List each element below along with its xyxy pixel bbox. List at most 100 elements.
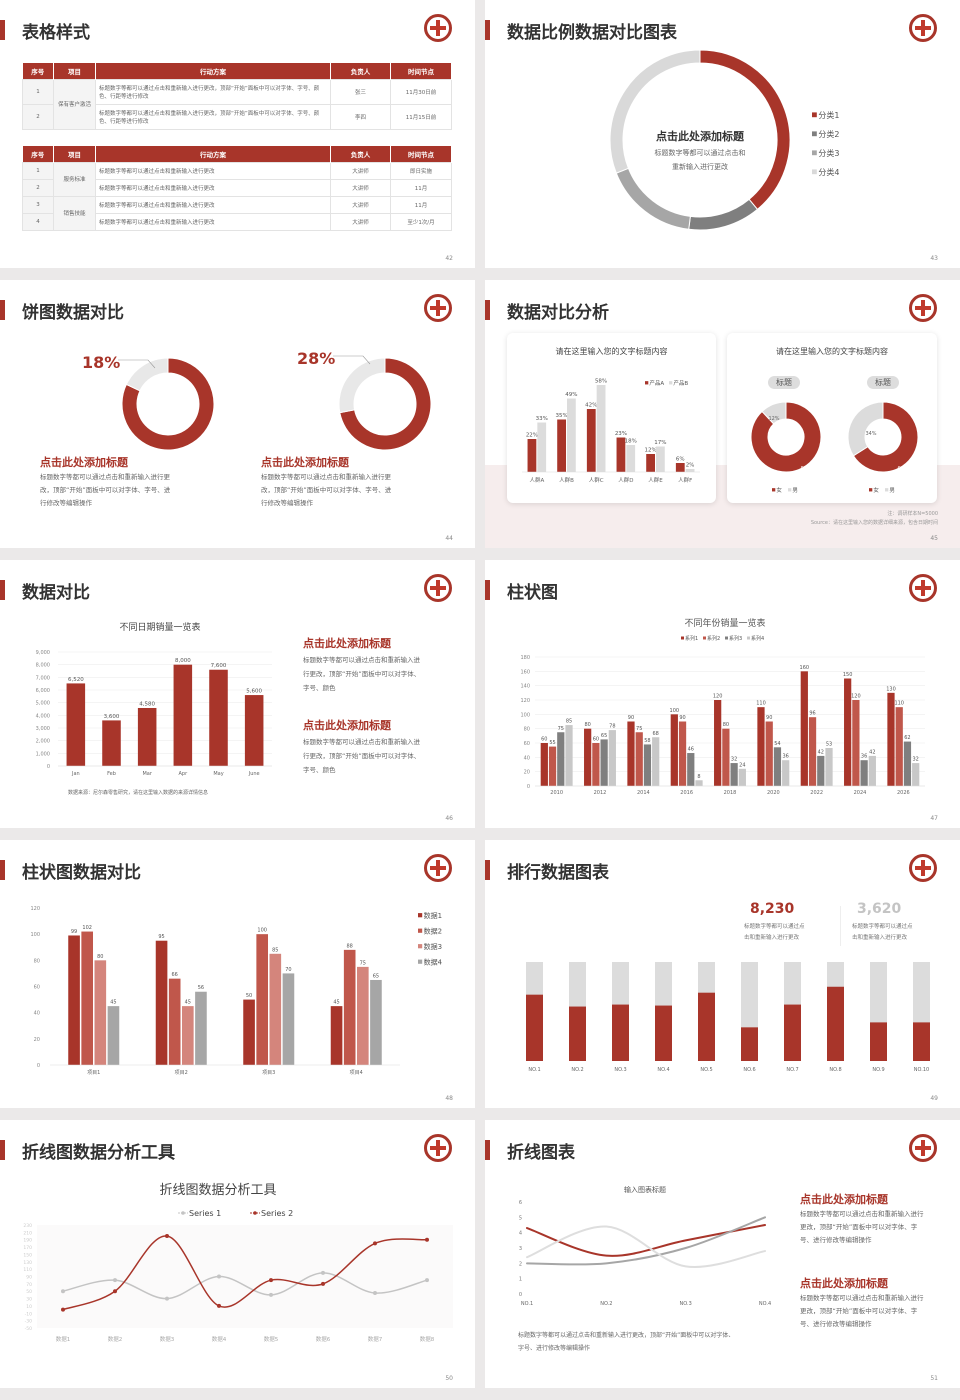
bar bbox=[698, 992, 715, 1061]
x-tick-label: NO.2 bbox=[571, 1067, 583, 1073]
stat-text: 击和重新输入进行更改 bbox=[744, 935, 800, 941]
slide-title: 柱状图数据对比 bbox=[22, 863, 141, 883]
x-tick-label: 数据5 bbox=[264, 1335, 279, 1343]
slide-49[interactable]: 排行数据图表 8,230 标题数字等都可以通过点 击和重新输入进行更改 3,62… bbox=[485, 840, 960, 1108]
slide-46[interactable]: 数据对比 不同日期销量一览表 0 1,000 2,000 3,000 4,000 5,00… bbox=[0, 560, 475, 828]
data-label: 120 bbox=[851, 694, 861, 700]
data-label: 45 bbox=[185, 1000, 191, 1006]
page-number: 45 bbox=[930, 535, 938, 542]
page-number: 42 bbox=[445, 255, 453, 262]
source-note: Source：请在这里输入您的数据详细来源，包含日期时间 bbox=[810, 520, 938, 526]
data-label: 90 bbox=[679, 715, 685, 721]
x-tick-label: 人群D bbox=[618, 476, 633, 484]
bar bbox=[800, 671, 808, 786]
card-title: 请在这里输入您的文字标题内容 bbox=[555, 347, 668, 356]
logo-icon bbox=[424, 574, 452, 602]
table-row: 2 标题数字等都可以通过点击和重新输入进行更改 大讲师 11月 bbox=[22, 178, 452, 197]
y-tick-label: 130 bbox=[23, 1260, 32, 1266]
data-label: 23% bbox=[615, 431, 627, 437]
data-label: 36 bbox=[782, 754, 788, 760]
data-label: 2% bbox=[686, 463, 695, 469]
slide-48[interactable]: 柱状图数据对比 0 20 40 60 80 100 120 99 102 80 45 项目1 95 66 4… bbox=[0, 840, 475, 1108]
cell-no: 1 bbox=[22, 161, 54, 180]
page-number: 47 bbox=[930, 815, 938, 822]
data-label: 6,520 bbox=[68, 677, 84, 683]
data-label: 100 bbox=[670, 708, 680, 714]
slide-45[interactable]: 数据对比分析 请在这里输入您的文字标题内容 请在这里输入您的文字标题内容 标题 … bbox=[485, 280, 960, 548]
y-tick-label: 40 bbox=[34, 1011, 40, 1017]
data-label: 96 bbox=[809, 711, 815, 717]
leader-line bbox=[118, 359, 156, 369]
bar bbox=[652, 737, 660, 786]
cell-plan: 标题数字等都可以通过点击和重新输入进行更改，顶部“开始”面板中可以对字体、字号、… bbox=[95, 78, 331, 105]
data-label: 22% bbox=[526, 433, 538, 439]
table-row: 4 标题数字等都可以通过点击和重新输入进行更改 大讲师 至少1次/月 bbox=[22, 212, 452, 231]
cell-no: 1 bbox=[22, 78, 54, 105]
y-tick-label: 8,000 bbox=[36, 663, 50, 669]
legend-label: Series 2 bbox=[261, 1209, 293, 1218]
bar bbox=[870, 1022, 887, 1061]
x-tick-label: 项目3 bbox=[262, 1070, 275, 1076]
slide-50[interactable]: 折线图数据分析工具 折线图数据分析工具 -50 -30 -10 10 30 50 70 90 1… bbox=[0, 1120, 475, 1388]
x-tick-label: 数据6 bbox=[316, 1335, 331, 1343]
y-tick-label: 5,000 bbox=[36, 701, 50, 707]
legend-label: 系列1 bbox=[685, 635, 698, 642]
action-table-2: 序号 项目 行动方案 负责人 时间节点 1 服务标准 标题数字等都可以通过点击和重新输入进行… bbox=[22, 146, 452, 231]
data-label: 53 bbox=[826, 742, 832, 748]
bar bbox=[243, 999, 255, 1065]
block-text: 行修改等编辑操作 bbox=[261, 499, 313, 507]
header-cell: 项目 bbox=[53, 146, 96, 162]
bar bbox=[675, 463, 685, 472]
block-text: 行更改，顶部“开始”面板中可以对字体、 bbox=[303, 670, 421, 678]
percent-label: 18% bbox=[82, 353, 120, 372]
bar bbox=[825, 748, 833, 786]
bar bbox=[887, 692, 895, 786]
slide-44[interactable]: 饼图数据对比 18% 28% 点击此处添加标题 标题数字等都可以通过点击和重新输入… bbox=[0, 280, 475, 548]
data-label: 120 bbox=[713, 694, 723, 700]
legend-swatch bbox=[812, 131, 817, 137]
y-tick-label: 4,000 bbox=[36, 713, 50, 719]
bar bbox=[586, 409, 596, 472]
slide-42[interactable]: 表格样式 序号 项目 行动方案 负责人 时间节点 1 保有客户激活 标题数字等都可以通过点击… bbox=[0, 0, 475, 268]
data-point bbox=[217, 1303, 221, 1308]
block-heading: 点击此处添加标题 bbox=[303, 719, 391, 732]
legend-swatch bbox=[418, 913, 423, 918]
y-tick-label: 5 bbox=[519, 1215, 522, 1221]
data-label: 90 bbox=[628, 715, 634, 721]
card-title: 请在这里输入您的文字标题内容 bbox=[776, 347, 888, 356]
legend-swatch bbox=[812, 169, 817, 175]
x-tick-label: 2014 bbox=[637, 790, 650, 796]
slice-label: 34% bbox=[865, 431, 876, 437]
data-label: 95 bbox=[158, 934, 164, 940]
legend-swatch bbox=[869, 488, 873, 492]
legend-swatch bbox=[812, 150, 817, 156]
y-tick-label: -50 bbox=[25, 1326, 32, 1332]
block-text: 号、进行修改等编辑操作 bbox=[800, 1236, 872, 1244]
data-point bbox=[61, 1307, 65, 1312]
x-tick-label: NO.3 bbox=[614, 1067, 626, 1073]
legend-swatch bbox=[772, 488, 776, 492]
bar bbox=[182, 1006, 194, 1065]
slide-51[interactable]: 折线图表 输入图表标题 0 1 2 3 4 5 6 NO.1 NO.2 NO.3 NO.4 标题数字… bbox=[485, 1120, 960, 1388]
bar bbox=[757, 707, 765, 786]
slide-47[interactable]: 柱状图 不同年份销量一览表 0 20 40 60 80 100 120 140 160 180 60… bbox=[485, 560, 960, 828]
slide-title: 排行数据图表 bbox=[507, 863, 609, 883]
block-text: 字号、颜色 bbox=[303, 684, 336, 692]
data-label: 58% bbox=[595, 379, 607, 385]
survey-note: 注：调研样本N=5000 bbox=[887, 511, 938, 517]
cell-owner: 张三 bbox=[330, 78, 391, 105]
y-tick-label: 9,000 bbox=[36, 650, 50, 656]
slice-label: 12% bbox=[768, 416, 779, 422]
legend-swatch bbox=[645, 381, 649, 385]
data-point bbox=[321, 1270, 325, 1275]
x-tick-label: NO.10 bbox=[914, 1067, 929, 1073]
cell-time: 11月 bbox=[390, 195, 452, 214]
data-point bbox=[425, 1237, 429, 1242]
y-tick-label: 6 bbox=[519, 1200, 522, 1206]
slide-43[interactable]: 数据比例数据对比图表 分类1 分类2 分类3 分类4 点击此处添加标题 标题数字等都可… bbox=[485, 0, 960, 268]
legend-swatch bbox=[418, 944, 423, 949]
header-cell: 时间节点 bbox=[390, 146, 452, 162]
stat-value: 8,230 bbox=[750, 901, 795, 917]
table-row: 2 标题数字等都可以通过点击和重新输入进行更改，顶部“开始”面板中可以对字体、字号… bbox=[22, 103, 452, 130]
donut-slice bbox=[847, 401, 884, 457]
